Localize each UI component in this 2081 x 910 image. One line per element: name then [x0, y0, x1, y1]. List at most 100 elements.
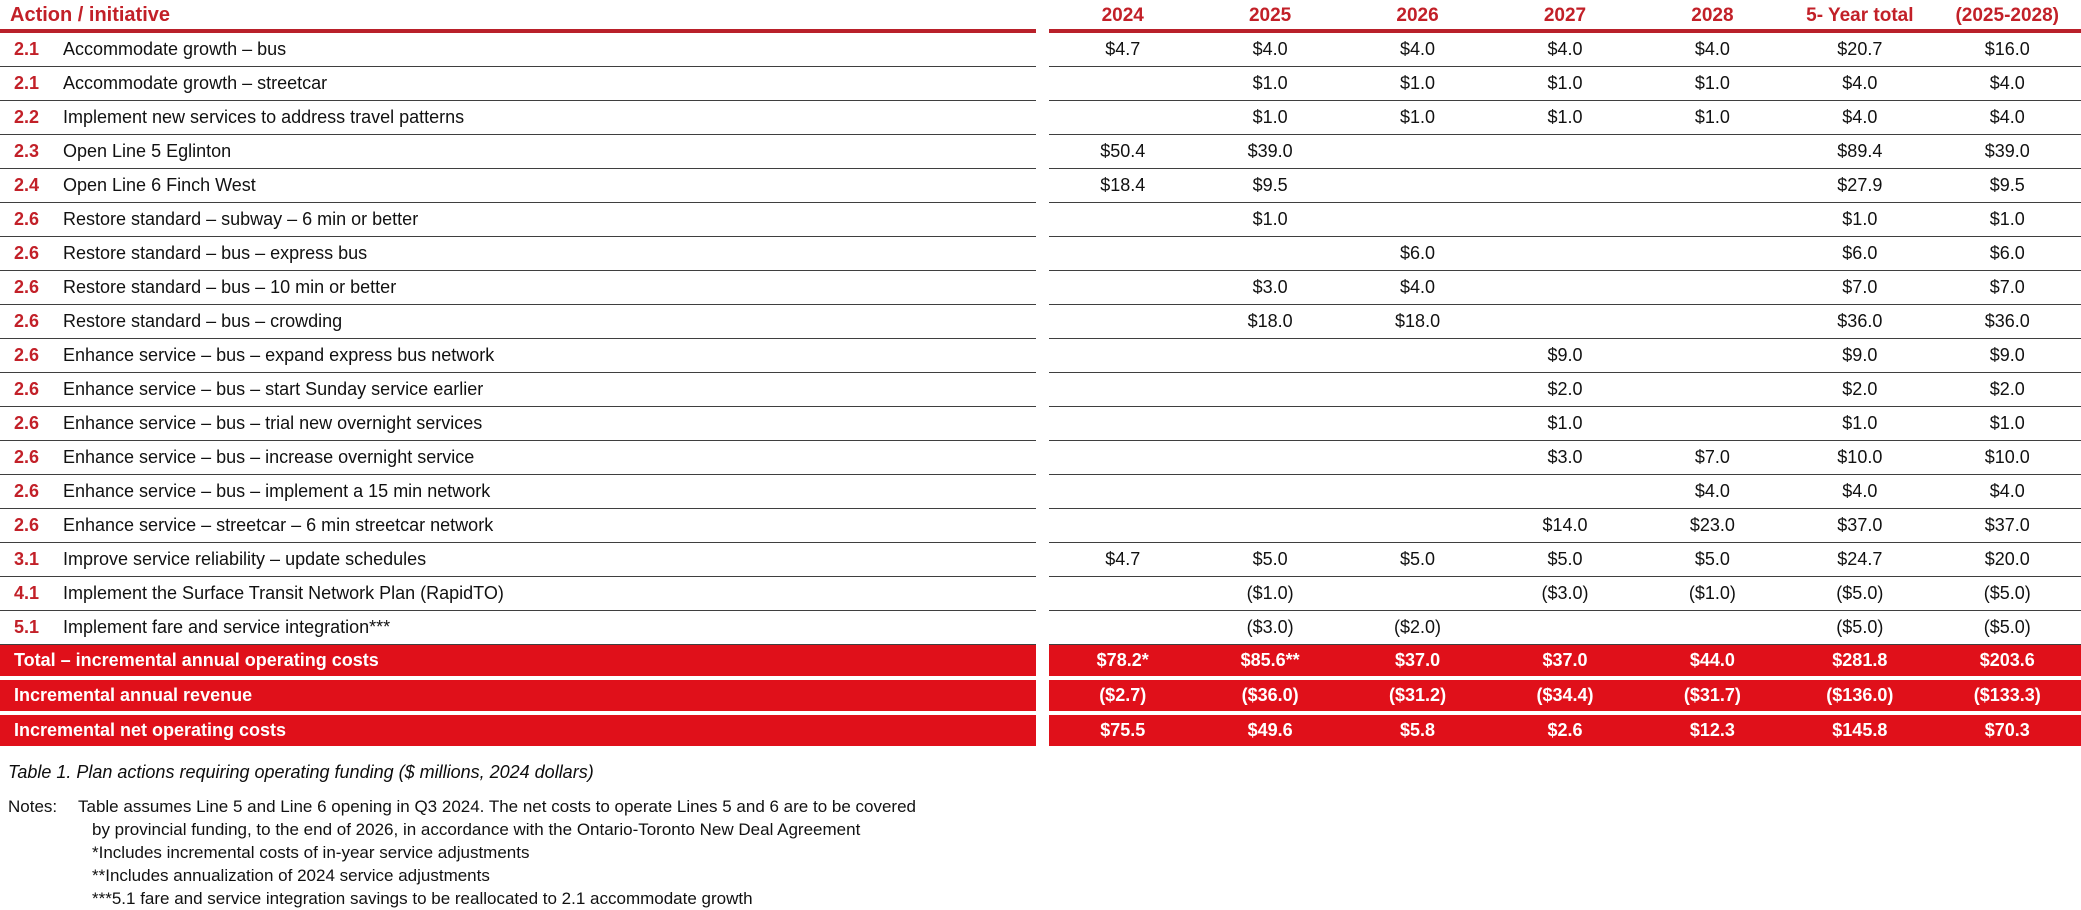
column-gap	[1036, 339, 1049, 373]
value-cell: $5.0	[1547, 549, 1583, 569]
action-label: Enhance service – bus – start Sunday ser…	[63, 379, 484, 399]
column-gap	[1036, 169, 1049, 203]
action-number: 2.4	[14, 175, 40, 195]
row-values: $9.0 $9.0 $9.0	[1049, 339, 2081, 373]
summary-label: Incremental annual revenue	[14, 685, 253, 705]
action-number: 2.2	[14, 107, 40, 127]
table-row: 2.1 Accommodate growth – streetcar $1.0 $1.…	[0, 67, 2081, 101]
column-gap	[1036, 373, 1049, 407]
action-label: Implement fare and service integration**…	[63, 617, 391, 637]
value-cell: $50.4	[1100, 141, 1146, 161]
value-cell: $1.0	[1694, 107, 1730, 127]
column-gap	[1036, 577, 1049, 611]
column-gap	[1036, 271, 1049, 305]
column-gap	[1036, 509, 1049, 543]
row-values: $18.0 $18.0 $36.0 $36.0	[1049, 305, 2081, 339]
column-gap	[1036, 135, 1049, 169]
table-row: 2.4 Open Line 6 Finch West $18.4 $9.5 $27.9 $…	[0, 169, 2081, 203]
table-row: 2.6 Restore standard – subway – 6 min or …	[0, 203, 2081, 237]
value-cell: $1.0	[1252, 107, 1288, 127]
action-number: 2.1	[14, 73, 40, 93]
year-header-2026: 2026	[1396, 4, 1439, 26]
value-cell: $5.0	[1694, 549, 1730, 569]
table-row: 2.1 Accommodate growth – bus $4.7 $4.0 $4.0 $…	[0, 33, 2081, 67]
table-row: 2.3 Open Line 5 Eglinton $50.4 $39.0 $89.4 $3…	[0, 135, 2081, 169]
row-values: $14.0 $23.0 $37.0 $37.0	[1049, 509, 2081, 543]
value-cell: $1.0	[1400, 107, 1436, 127]
value-cell: $10.0	[1837, 447, 1883, 467]
value-cell: $4.7	[1105, 549, 1141, 569]
summary-label-block: Incremental net operating costs	[0, 715, 1036, 746]
value-cell: $1.0	[1400, 73, 1436, 93]
summary-value-cell: ($31.2)	[1389, 685, 1447, 705]
action-number: 3.1	[14, 549, 40, 569]
action-number: 2.6	[14, 379, 40, 399]
table-caption: Table 1. Plan actions requiring operatin…	[8, 762, 594, 782]
action-number: 2.3	[14, 141, 40, 161]
notes-block: Notes: Table assumes Line 5 and Line 6 o…	[8, 795, 2081, 910]
value-cell: $1.0	[1547, 413, 1583, 433]
value-cell: $6.0	[1989, 243, 2025, 263]
action-number: 2.6	[14, 447, 40, 467]
summary-value-cell: $37.0	[1395, 650, 1441, 670]
column-gap	[1036, 203, 1049, 237]
action-label: Enhance service – bus – trial new overni…	[63, 413, 483, 433]
table-body: 2.1 Accommodate growth – bus $4.7 $4.0 $4.0 $…	[0, 33, 2081, 645]
value-cell: $89.4	[1837, 141, 1883, 161]
table-row: 2.6 Restore standard – bus – crowding $18.…	[0, 305, 2081, 339]
row-values: ($1.0) ($3.0) ($1.0) ($5.0) ($5.0)	[1049, 577, 2081, 611]
value-cell: $37.0	[1837, 515, 1883, 535]
column-gap	[1036, 407, 1049, 441]
value-cell: $36.0	[1984, 311, 2030, 331]
value-cell: $5.0	[1400, 549, 1436, 569]
summary-label: Incremental net operating costs	[14, 720, 287, 740]
value-cell: $1.0	[1842, 413, 1878, 433]
row-values: $3.0 $7.0 $10.0 $10.0	[1049, 441, 2081, 475]
summary-value-cell: $70.3	[1984, 720, 2030, 740]
value-cell: $1.0	[1252, 73, 1288, 93]
table-row: 2.6 Enhance service – bus – expand expres…	[0, 339, 2081, 373]
action-label: Restore standard – subway – 6 min or bet…	[63, 209, 419, 229]
summary-value-cell: $75.5	[1100, 720, 1146, 740]
summary-value-cell: $78.2*	[1096, 650, 1149, 670]
action-label: Restore standard – bus – 10 min or bette…	[63, 277, 397, 297]
action-label: Enhance service – bus – expand express b…	[63, 345, 495, 365]
value-cell: $4.0	[1252, 39, 1288, 59]
table-row: 2.6 Restore standard – bus – express bus $…	[0, 237, 2081, 271]
value-cell: $23.0	[1689, 515, 1735, 535]
value-cell: $9.0	[1989, 345, 2025, 365]
value-cell: ($3.0)	[1541, 583, 1589, 603]
column-gap	[1036, 543, 1049, 577]
action-number: 2.1	[14, 39, 40, 59]
row-label-block: 2.3 Open Line 5 Eglinton	[0, 135, 1036, 169]
value-cell: $4.0	[1400, 277, 1436, 297]
column-gap	[1036, 2, 1049, 33]
summary-row: Total – incremental annual operating cos…	[0, 645, 2081, 676]
summary-value-cell: $281.8	[1832, 650, 1888, 670]
note-line: ***5.1 fare and service integration savi…	[92, 889, 753, 908]
value-cell: $6.0	[1842, 243, 1878, 263]
note-line: Table assumes Line 5 and Line 6 opening …	[78, 797, 916, 816]
table-row: 2.6 Enhance service – streetcar – 6 min s…	[0, 509, 2081, 543]
value-cell: ($5.0)	[1836, 617, 1884, 637]
action-number: 2.6	[14, 311, 40, 331]
value-cell: $1.0	[1252, 209, 1288, 229]
row-label-block: 2.6 Enhance service – streetcar – 6 min s…	[0, 509, 1036, 543]
value-cell: $4.0	[1694, 39, 1730, 59]
action-number: 2.6	[14, 209, 40, 229]
action-label: Implement the Surface Transit Network Pl…	[63, 583, 504, 603]
action-label: Open Line 6 Finch West	[63, 175, 256, 195]
row-values: $18.4 $9.5 $27.9 $9.5	[1049, 169, 2081, 203]
value-cell: $18.0	[1395, 311, 1441, 331]
note-line: *Includes incremental costs of in-year s…	[92, 843, 530, 862]
value-cell: $1.0	[1694, 73, 1730, 93]
row-values: $4.0 $4.0 $4.0	[1049, 475, 2081, 509]
table-row: 4.1 Implement the Surface Transit Network…	[0, 577, 2081, 611]
summary-value-cell: $203.6	[1979, 650, 2035, 670]
row-label-block: 2.6 Restore standard – bus – 10 min or be…	[0, 271, 1036, 305]
summary-row: Incremental net operating costs $75.5 $49.…	[0, 715, 2081, 746]
five-year-total-header: 5- Year total	[1806, 4, 1914, 26]
table-row: 2.6 Enhance service – bus – implement a 1…	[0, 475, 2081, 509]
value-cell: $4.7	[1105, 39, 1141, 59]
